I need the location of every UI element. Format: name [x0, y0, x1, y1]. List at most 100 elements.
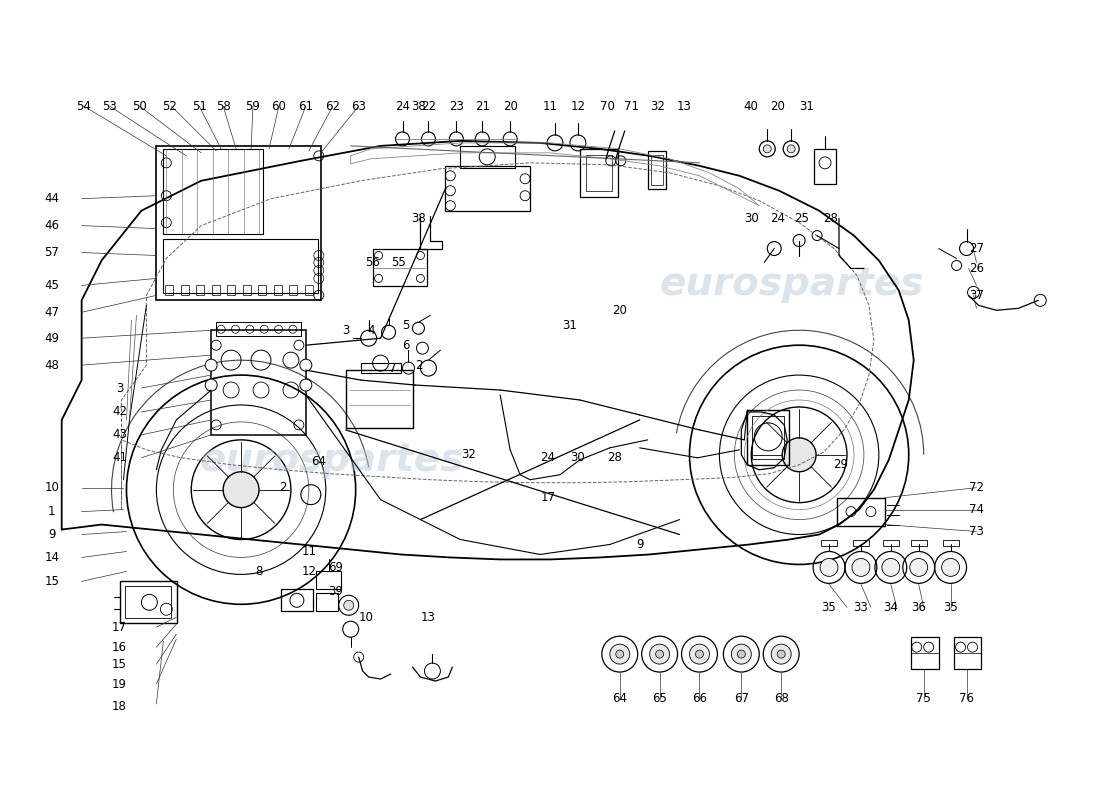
Bar — [911, 637, 938, 669]
Text: 51: 51 — [191, 99, 207, 113]
Text: 8: 8 — [255, 565, 263, 578]
Text: 22: 22 — [421, 99, 436, 113]
Bar — [316, 594, 338, 611]
Bar — [305, 286, 312, 295]
Text: 61: 61 — [298, 99, 314, 113]
Circle shape — [300, 359, 311, 371]
Text: 3: 3 — [116, 382, 123, 394]
Text: 49: 49 — [44, 332, 59, 345]
Text: 42: 42 — [112, 406, 126, 418]
Text: 14: 14 — [44, 551, 59, 564]
Text: 17: 17 — [540, 491, 556, 504]
Text: 24: 24 — [395, 99, 410, 113]
Text: 63: 63 — [351, 99, 366, 113]
Text: 71: 71 — [624, 99, 639, 113]
Text: 31: 31 — [800, 99, 814, 113]
Text: 66: 66 — [692, 693, 707, 706]
Text: 6: 6 — [402, 338, 409, 352]
Bar — [852, 539, 869, 546]
Circle shape — [609, 644, 629, 664]
Bar — [648, 151, 666, 189]
Text: 33: 33 — [854, 601, 868, 614]
Circle shape — [910, 558, 927, 576]
Bar — [217, 322, 301, 336]
Bar — [460, 146, 515, 168]
Text: 54: 54 — [76, 99, 91, 113]
Bar — [752, 416, 784, 458]
Text: 12: 12 — [571, 99, 585, 113]
Text: 13: 13 — [678, 99, 692, 113]
Text: 32: 32 — [650, 99, 666, 113]
Circle shape — [206, 379, 217, 391]
Text: eurospartes: eurospartes — [199, 441, 463, 478]
Text: 29: 29 — [834, 458, 848, 471]
Bar — [274, 286, 282, 295]
Text: 11: 11 — [301, 545, 317, 558]
Bar — [943, 539, 958, 546]
Bar — [345, 370, 414, 428]
Circle shape — [737, 650, 746, 658]
Text: 57: 57 — [44, 246, 59, 259]
Bar — [258, 286, 266, 295]
Text: 70: 70 — [601, 99, 615, 113]
Text: 35: 35 — [943, 601, 958, 614]
Text: 47: 47 — [44, 306, 59, 319]
Text: 15: 15 — [44, 575, 59, 588]
Bar — [747, 410, 789, 465]
Bar — [211, 330, 306, 435]
Circle shape — [223, 472, 258, 508]
Text: 15: 15 — [112, 658, 126, 670]
Text: 45: 45 — [44, 279, 59, 292]
Bar — [316, 571, 341, 590]
Text: 38: 38 — [411, 99, 426, 113]
Text: 19: 19 — [112, 678, 126, 690]
Bar — [911, 539, 926, 546]
Circle shape — [782, 438, 816, 472]
Circle shape — [851, 558, 870, 576]
Circle shape — [206, 359, 217, 371]
Text: 35: 35 — [822, 601, 836, 614]
Text: 36: 36 — [911, 601, 926, 614]
Circle shape — [882, 558, 900, 576]
Circle shape — [821, 558, 838, 576]
Text: 75: 75 — [916, 693, 931, 706]
Bar — [821, 539, 837, 546]
Text: 76: 76 — [959, 693, 974, 706]
Circle shape — [695, 650, 704, 658]
Bar — [361, 363, 400, 373]
Bar — [446, 166, 530, 210]
Text: 9: 9 — [48, 528, 55, 541]
Text: 67: 67 — [734, 693, 749, 706]
Circle shape — [778, 650, 785, 658]
Text: 37: 37 — [969, 289, 984, 302]
Text: 10: 10 — [44, 481, 59, 494]
Text: 18: 18 — [112, 701, 126, 714]
Text: 32: 32 — [461, 448, 475, 462]
Text: 58: 58 — [216, 99, 231, 113]
Text: 41: 41 — [112, 451, 126, 464]
Text: 21: 21 — [475, 99, 490, 113]
Bar — [289, 286, 297, 295]
Text: 9: 9 — [636, 538, 644, 551]
Text: eurospartes: eurospartes — [660, 266, 924, 303]
Circle shape — [942, 558, 959, 576]
Text: 12: 12 — [301, 565, 317, 578]
Text: 30: 30 — [571, 451, 585, 464]
Text: 68: 68 — [773, 693, 789, 706]
Bar — [156, 146, 321, 300]
Bar — [650, 155, 662, 185]
Bar — [954, 637, 981, 669]
Text: 64: 64 — [311, 455, 327, 468]
Circle shape — [788, 145, 795, 153]
Text: 4: 4 — [367, 324, 374, 337]
Text: 39: 39 — [328, 585, 343, 598]
Circle shape — [656, 650, 663, 658]
Text: 31: 31 — [562, 318, 578, 332]
Circle shape — [616, 650, 624, 658]
Text: 46: 46 — [44, 219, 59, 232]
Text: 24: 24 — [540, 451, 556, 464]
Text: 16: 16 — [112, 641, 126, 654]
Text: 20: 20 — [503, 99, 518, 113]
Bar — [165, 286, 174, 295]
Text: 27: 27 — [969, 242, 984, 255]
